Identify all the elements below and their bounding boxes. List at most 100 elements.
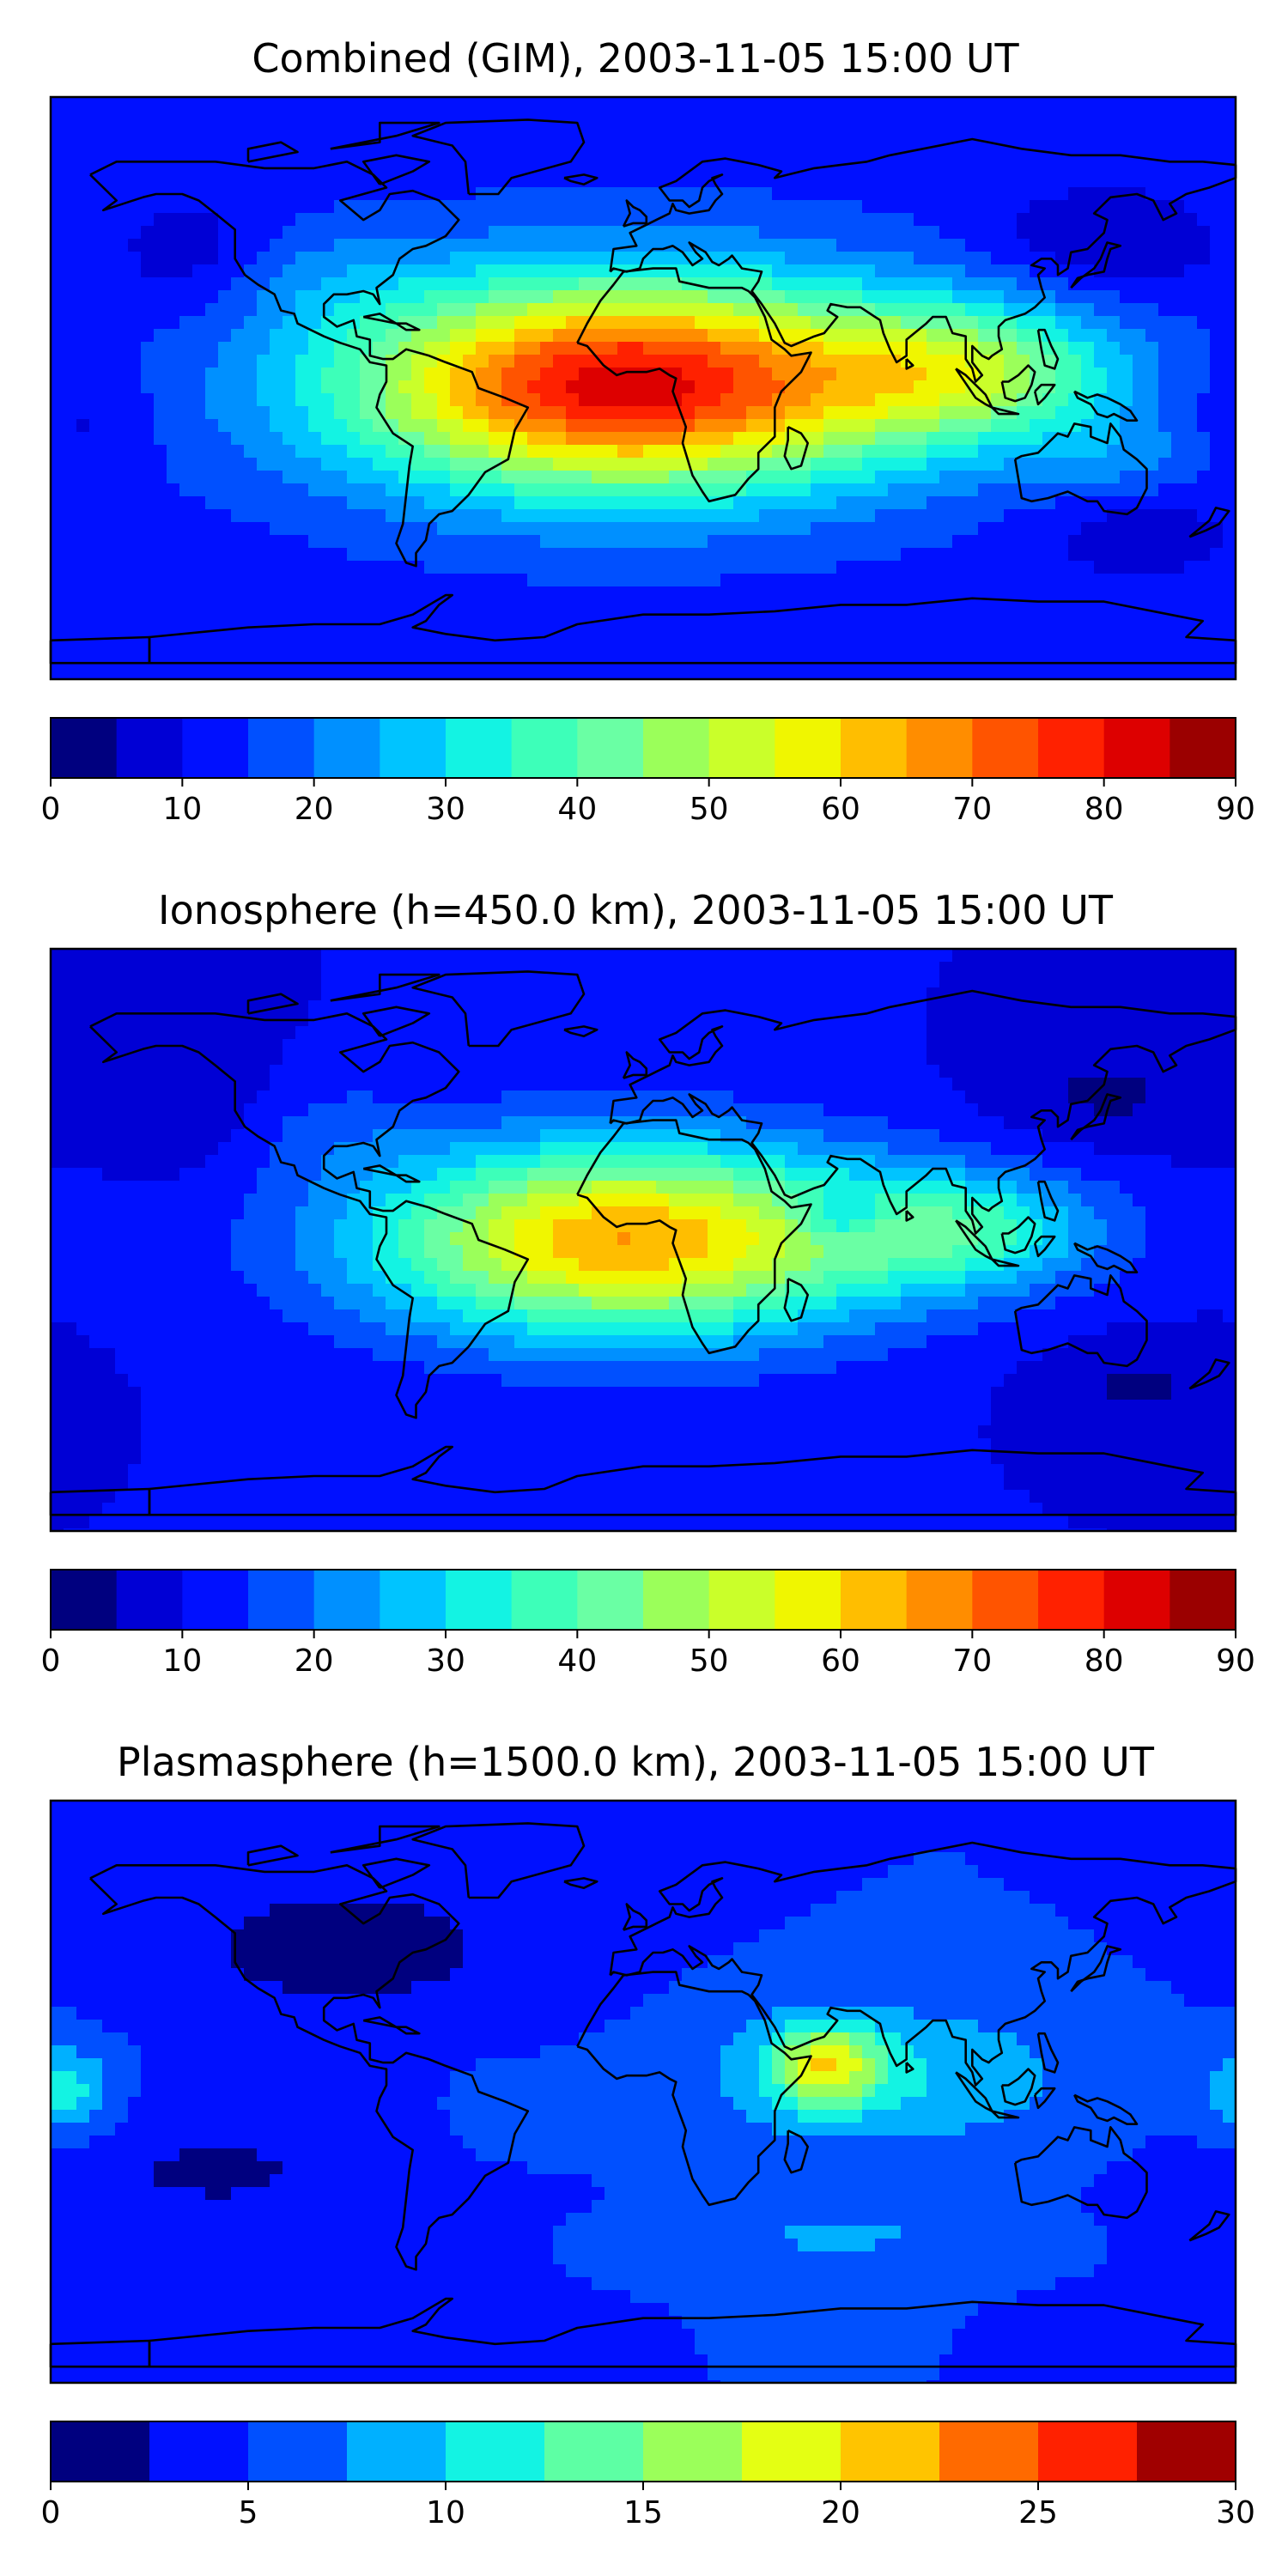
contour-cell <box>952 277 966 291</box>
contour-cell <box>836 419 850 433</box>
contour-cell <box>1210 187 1224 201</box>
contour-cell <box>695 342 708 355</box>
contour-cell <box>823 368 837 381</box>
contour-cell <box>463 1026 477 1040</box>
contour-cell <box>785 975 799 988</box>
contour-cell <box>849 612 863 626</box>
contour-cell <box>1145 187 1159 201</box>
contour-cell <box>733 187 747 201</box>
contour-cell <box>1197 599 1211 613</box>
contour-cell <box>1184 1026 1198 1040</box>
contour-cell <box>141 419 155 433</box>
contour-cell <box>540 432 554 446</box>
contour-cell <box>617 277 631 291</box>
contour-cell <box>1068 380 1082 394</box>
contour-cell <box>1171 149 1185 162</box>
contour-cell <box>1210 316 1224 330</box>
contour-cell <box>398 355 412 368</box>
contour-cell <box>952 496 966 510</box>
contour-cell <box>1210 432 1224 446</box>
contour-cell <box>154 1026 167 1040</box>
contour-cell <box>1120 1026 1133 1040</box>
contour-cell <box>965 264 979 278</box>
contour-cell <box>630 97 644 111</box>
contour-cell <box>489 161 502 175</box>
contour-cell <box>849 949 863 963</box>
contour-cell <box>1042 380 1056 394</box>
contour-cell <box>489 1026 502 1040</box>
contour-cell <box>888 445 902 459</box>
contour-cell <box>759 1000 773 1014</box>
contour-cell <box>849 393 863 407</box>
contour-cell <box>1145 664 1159 677</box>
contour-cell <box>167 962 180 975</box>
contour-cell <box>205 522 219 536</box>
contour-cell <box>566 161 580 175</box>
contour-cell <box>1081 445 1095 459</box>
contour-cell <box>785 329 799 343</box>
contour-cell <box>875 432 889 446</box>
contour-cell <box>605 1000 618 1014</box>
contour-cell <box>785 355 799 368</box>
contour-cell <box>746 406 760 420</box>
contour-cell <box>991 535 1005 549</box>
contour-cell <box>772 380 786 394</box>
contour-cell <box>476 509 489 523</box>
contour-cell <box>205 535 219 549</box>
contour-cell <box>888 586 902 600</box>
contour-cell <box>617 561 631 574</box>
contour-cell <box>154 445 167 459</box>
contour-cell <box>1055 612 1069 626</box>
contour-cell <box>1171 535 1185 549</box>
contour-cell <box>514 329 528 343</box>
contour-cell <box>154 949 167 963</box>
contour-cell <box>1004 1000 1018 1014</box>
contour-cell <box>1081 561 1095 574</box>
contour-cell <box>1184 432 1198 446</box>
contour-cell <box>192 949 206 963</box>
contour-cell <box>76 200 90 214</box>
contour-cell <box>772 187 786 201</box>
contour-cell <box>952 264 966 278</box>
contour-cell <box>1055 574 1069 587</box>
contour-cell <box>630 458 644 471</box>
contour-cell <box>927 975 940 988</box>
contour-cell <box>192 187 206 201</box>
contour-cell <box>167 1026 180 1040</box>
contour-cell <box>669 123 683 137</box>
contour-cell <box>128 226 142 240</box>
contour-cell <box>244 136 258 149</box>
contour-cell <box>1158 471 1172 484</box>
contour-cell <box>424 548 438 562</box>
contour-cell <box>321 548 335 562</box>
contour-cell <box>424 458 438 471</box>
contour-cell <box>360 239 374 252</box>
contour-cell <box>785 548 799 562</box>
contour-cell <box>605 303 618 317</box>
contour-cell <box>836 458 850 471</box>
contour-cell <box>1158 380 1172 394</box>
contour-cell <box>540 664 554 677</box>
contour-cell <box>1171 458 1185 471</box>
contour-cell <box>682 1039 696 1053</box>
contour-cell <box>424 509 438 523</box>
contour-cell <box>579 561 592 574</box>
contour-cell <box>489 496 502 510</box>
contour-cell <box>720 329 734 343</box>
contour-cell <box>514 239 528 252</box>
contour-cell <box>540 368 554 381</box>
contour-cell <box>1055 316 1069 330</box>
contour-cell <box>553 987 567 1001</box>
contour-cell <box>321 586 335 600</box>
contour-cell <box>836 987 850 1001</box>
contour-cell <box>823 548 837 562</box>
contour-cell <box>89 432 103 446</box>
contour-cell <box>939 561 953 574</box>
contour-cell <box>424 342 438 355</box>
contour-cell <box>398 136 412 149</box>
contour-cell <box>321 522 335 536</box>
contour-cell <box>772 496 786 510</box>
contour-cell <box>875 239 889 252</box>
contour-cell <box>643 625 657 639</box>
contour-cell <box>527 290 541 304</box>
